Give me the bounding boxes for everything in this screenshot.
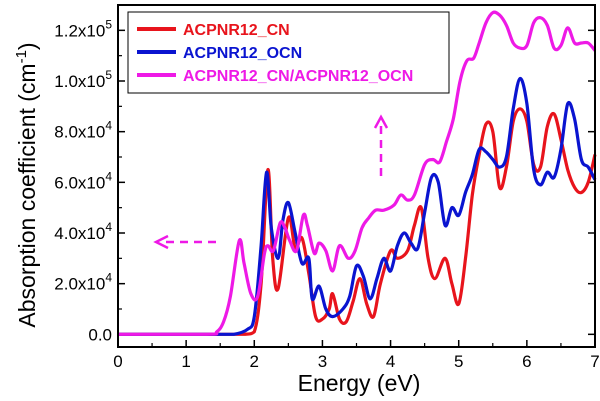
legend-label-cn: ACPNR12_CN (183, 22, 290, 39)
y-tick-label: 4.0x104 (54, 220, 112, 243)
y-tick-label: 1.2x105 (54, 17, 112, 40)
y-tick-label: 2.0x104 (54, 271, 112, 294)
series-layer (118, 10, 597, 336)
tick-layer: 0 1 2 3 4 5 6 7 0.0 2.0x104 4.0x104 6.0x104 8.0x104 1… (54, 17, 599, 371)
x-tick-label: 7 (590, 352, 599, 371)
plot-frame (117, 4, 596, 348)
left-arrow (153, 234, 216, 250)
legend-item-cn: ACPNR12_CN (137, 22, 290, 39)
x-tick-label: 5 (454, 352, 463, 371)
legend-label-ocn: ACPNR12_OCN (183, 45, 302, 62)
x-tick-label: 1 (181, 352, 190, 371)
y-tick-label: 6.0x104 (54, 169, 112, 192)
series-line-2 (118, 10, 597, 336)
y-tick-label: 8.0x104 (54, 119, 112, 142)
y-axis-title: Absorption coefficient (cm-1) (13, 42, 40, 327)
y-tick-label: 0.0 (88, 325, 112, 344)
series-line-1 (118, 76, 597, 336)
x-tick-label: 4 (386, 352, 395, 371)
legend-item-ocn: ACPNR12_OCN (137, 45, 302, 62)
x-tick-label: 6 (522, 352, 531, 371)
up-arrow (373, 114, 389, 176)
x-tick-label: 3 (318, 352, 327, 371)
x-axis-title: Energy (eV) (298, 370, 421, 396)
x-tick-label: 2 (250, 352, 259, 371)
legend: ACPNR12_CN ACPNR12_OCN ACPNR12_CN/ACPNR1… (127, 11, 450, 94)
x-tick-label: 0 (113, 352, 122, 371)
legend-item-cn-ocn: ACPNR12_CN/ACPNR12_OCN (137, 68, 413, 85)
y-tick-label: 1.0x105 (54, 68, 112, 91)
legend-label-cn-ocn: ACPNR12_CN/ACPNR12_OCN (183, 68, 413, 85)
series-line-0 (118, 107, 597, 336)
